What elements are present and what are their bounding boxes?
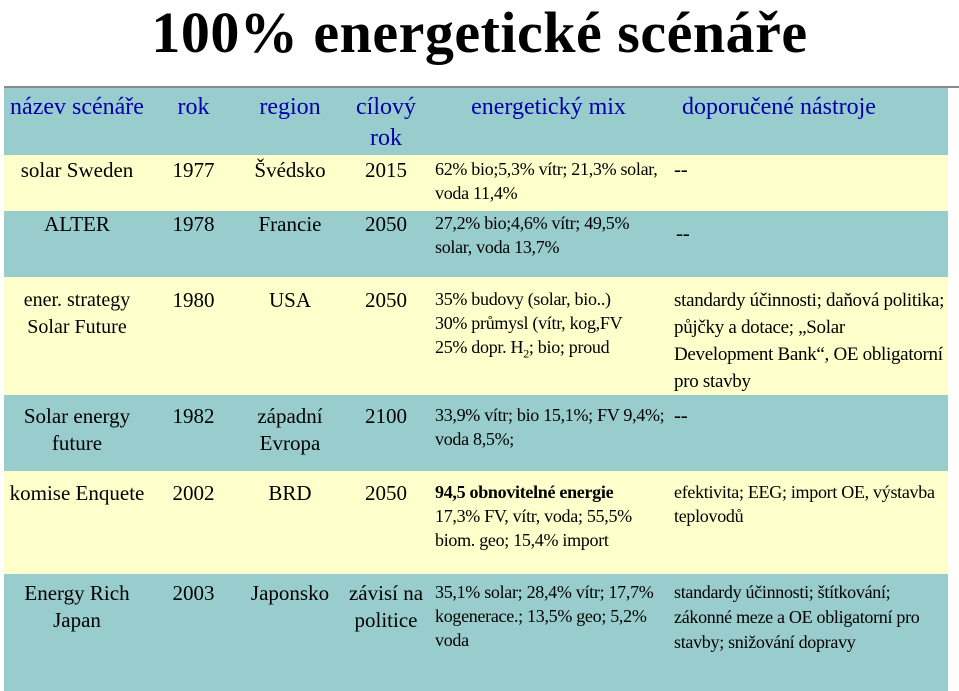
cell-energy-mix: 35% budovy (solar, bio..) 30% průmysl (v… (429, 277, 668, 395)
cell-scenario-name: ALTER (44, 212, 110, 236)
scenarios-table-wrapper: název scénáře rok region cílový rok ener… (4, 86, 959, 691)
cell-recommended-tools: standardy účinnosti; štítkování; zákonné… (674, 582, 920, 652)
mix-line: 25% dopr. H2; bio; proud (435, 335, 668, 366)
cell-scenario-name: Energy Rich Japan (24, 581, 130, 632)
cell-target-year: 2050 (365, 288, 407, 312)
cell-target-year: 2050 (365, 481, 407, 505)
table-row: ALTER 1978 Francie 2050 27,2% bio;4,6% v… (4, 211, 948, 277)
cell-target-year: 2100 (365, 404, 407, 428)
header-target-year: cílový rok (356, 94, 416, 151)
cell-region: Japonsko (250, 581, 330, 605)
cell-target-year: 2050 (365, 212, 407, 236)
header-energy-mix: energetický mix (471, 94, 626, 120)
cell-year: 1977 (172, 158, 215, 182)
table-row: solar Sweden 1977 Švédsko 2015 62% bio;5… (4, 155, 948, 211)
cell-recommended-tools: standardy účinnosti; daňová politika; pů… (674, 290, 945, 392)
cell-scenario-name: Solar energy future (23, 404, 131, 455)
cell-recommended-tools: -- (674, 403, 688, 427)
page-title: 100% energetické scénáře (151, 0, 808, 65)
mix-line: 35% budovy (solar, bio..) (435, 289, 611, 309)
header-recommended-tools: doporučené nástroje (682, 94, 876, 120)
cell-recommended-tools: efektivita; EEG; import OE, výstavba tep… (674, 482, 935, 526)
cell-year: 1978 (172, 212, 215, 236)
cell-year: 1982 (172, 404, 215, 428)
cell-energy-mix: 33,9% vítr; bio 15,1%; FV 9,4%; voda 8,5… (435, 405, 665, 449)
cell-recommended-tools: -- (674, 157, 688, 181)
cell-region: BRD (268, 481, 312, 505)
mix-line: 30% průmysl (vítr, kog,FV (435, 313, 623, 333)
mix-text: ; bio; proud (528, 337, 610, 357)
cell-year: 1980 (172, 288, 215, 312)
cell-region: USA (268, 288, 311, 312)
header-region: region (259, 94, 321, 120)
mix-text: 17,3% FV, vítr, voda; 55,5% biom. geo; 1… (435, 506, 632, 550)
header-year: rok (177, 94, 210, 120)
table-header-row: název scénáře rok region cílový rok ener… (4, 88, 948, 155)
cell-scenario-name: ener. strategy Solar Future (23, 289, 131, 338)
subscript-text: 2 (523, 346, 529, 361)
cell-region: Francie (258, 212, 322, 236)
table-row: Solar energy future 1982 západní Evropa … (4, 395, 948, 471)
table-right-border (946, 86, 948, 686)
cell-region: západní Evropa (257, 404, 323, 455)
header-scenario-name: název scénáře (10, 94, 144, 120)
cell-energy-mix: 62% bio;5,3% vítr; 21,3% solar, voda 11,… (435, 159, 658, 203)
mix-text: 25% dopr. H (435, 337, 524, 357)
cell-scenario-name: komise Enquete (9, 481, 145, 505)
table-row: ener. strategy Solar Future 1980 USA 205… (4, 277, 948, 395)
table-row: Energy Rich Japan 2003 Japonsko závisí n… (4, 574, 948, 691)
mix-highlight: 94,5 obnovitelné energie (435, 482, 614, 502)
cell-scenario-name: solar Sweden (20, 158, 134, 182)
table-row: komise Enquete 2002 BRD 2050 94,5 obnovi… (4, 471, 948, 574)
cell-energy-mix: 35,1% solar; 28,4% vítr; 17,7% kogenerac… (435, 582, 654, 650)
tools-text: -- (676, 221, 690, 245)
cell-recommended-tools: -- (668, 211, 948, 277)
cell-energy-mix: 94,5 obnovitelné energie 17,3% FV, vítr,… (429, 471, 668, 574)
cell-target-year: 2015 (365, 158, 407, 182)
scenarios-table: název scénáře rok region cílový rok ener… (4, 88, 948, 691)
cell-year: 2003 (172, 581, 215, 605)
cell-target-year: závisí na politice (348, 581, 424, 632)
cell-year: 2002 (172, 481, 215, 505)
cell-region: Švédsko (254, 158, 326, 182)
cell-energy-mix: 27,2% bio;4,6% vítr; 49,5% solar, voda 1… (435, 213, 630, 257)
